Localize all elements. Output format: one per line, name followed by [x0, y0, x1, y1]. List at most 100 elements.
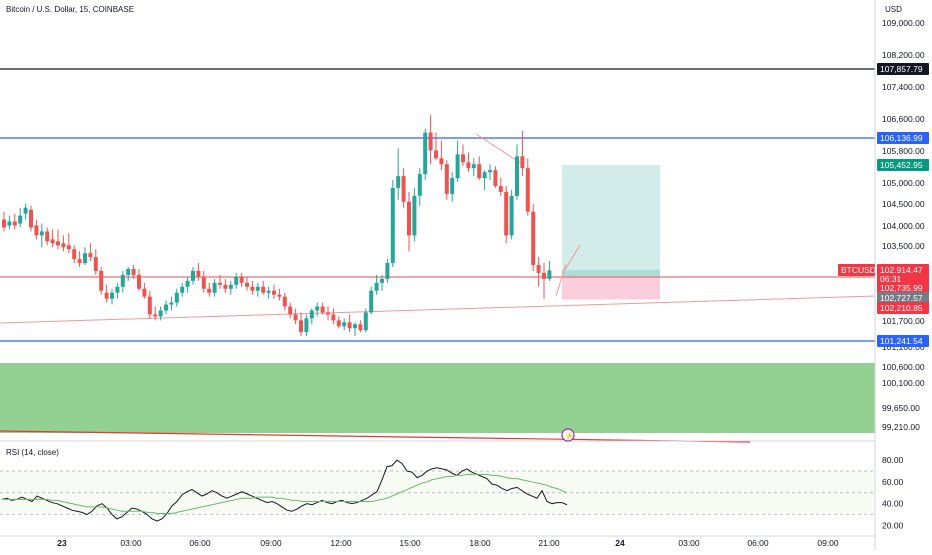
- candle-body: [277, 294, 282, 297]
- price-tick-label: 100,100.00: [882, 378, 925, 388]
- zones: [0, 165, 875, 433]
- candle-body: [531, 211, 536, 266]
- candle-body: [288, 306, 293, 315]
- candle-body: [326, 312, 330, 315]
- candle-body: [174, 292, 179, 303]
- candle-body: [261, 286, 266, 293]
- horizontal-lines[interactable]: [0, 68, 876, 443]
- rsi-label: RSI (14, close): [6, 448, 59, 457]
- descending-trendline: [0, 430, 751, 443]
- candle-body: [12, 221, 17, 226]
- candle-body: [29, 209, 33, 228]
- candle-body: [488, 170, 492, 173]
- candle-body: [525, 168, 530, 212]
- price-tick-label: 103,500.00: [882, 241, 925, 251]
- candle-body: [493, 170, 498, 186]
- candle-body: [83, 253, 87, 264]
- candle-body: [369, 290, 374, 313]
- candle-body: [320, 306, 325, 313]
- candle-body: [39, 231, 44, 236]
- candle-body: [50, 239, 55, 244]
- candle-body: [169, 302, 174, 305]
- time-tick-label: 09:00: [260, 538, 282, 548]
- candle-body: [110, 292, 114, 299]
- candle-body: [207, 288, 212, 293]
- candle-body: [358, 324, 363, 331]
- entry-badge: 102,735.99: [880, 283, 923, 293]
- candle-body: [196, 270, 201, 277]
- price-tick-label: 107,400.00: [882, 82, 925, 92]
- candle-body: [466, 162, 471, 169]
- candle-body: [212, 282, 217, 293]
- candle-body: [412, 195, 417, 236]
- candle-body: [66, 245, 71, 250]
- candle-body: [239, 276, 244, 283]
- time-tick-label: 09:00: [817, 538, 839, 548]
- candle-body: [542, 272, 546, 279]
- candle-body: [23, 207, 28, 214]
- candle-body: [498, 185, 503, 192]
- price-badges: 107,857.79 106,136.99 105,452.95 BTCUSD 102,…: [561, 63, 929, 442]
- price-tick-label: 101,700.00: [882, 316, 925, 326]
- candle-body: [282, 296, 287, 307]
- candle-body: [115, 286, 120, 293]
- candle-body: [126, 268, 131, 275]
- candle-body: [293, 314, 298, 321]
- local-trendline: [475, 133, 523, 165]
- candle-body: [434, 150, 438, 159]
- candle-body: [353, 324, 357, 329]
- rsi-ma-line: [2, 473, 568, 514]
- candle-body: [153, 314, 158, 317]
- candle-body: [255, 286, 260, 291]
- candle-body: [299, 320, 303, 333]
- time-tick-label: 06:00: [747, 538, 769, 548]
- candle-body: [93, 257, 98, 271]
- price-tick-label: 104,500.00: [882, 199, 925, 209]
- candle-body: [547, 270, 552, 279]
- candle-body: [61, 243, 66, 248]
- candle-body: [477, 164, 482, 179]
- candle-body: [461, 154, 465, 163]
- candle-body: [191, 270, 195, 281]
- candle-body: [250, 286, 255, 291]
- upper-line-badge-bg: [877, 132, 929, 144]
- alert-icon: [561, 428, 575, 442]
- candle-body: [185, 280, 190, 287]
- time-tick-label: 24: [615, 538, 625, 548]
- candles: [2, 114, 552, 337]
- candle-body: [401, 176, 406, 202]
- candle-body: [234, 276, 239, 285]
- candle-body: [450, 178, 455, 194]
- candle-body: [2, 219, 6, 228]
- candle-body: [536, 265, 541, 273]
- candle-body: [7, 221, 12, 226]
- candle-body: [147, 296, 152, 315]
- candle-body: [380, 278, 384, 283]
- symbol-badge-bg: [838, 264, 875, 276]
- price-tick-label: 105,000.00: [882, 178, 925, 188]
- projection-line-2: [555, 263, 567, 297]
- candle-body: [471, 164, 476, 169]
- candle-body: [137, 274, 141, 289]
- candle-body: [245, 282, 249, 287]
- black-line-badge: 107,857.79: [880, 64, 923, 74]
- time-tick-label: 18:00: [469, 538, 491, 548]
- candle-body: [309, 310, 314, 319]
- candle-body: [266, 290, 271, 293]
- price-tick-label: 108,200.00: [882, 50, 925, 60]
- candle-body: [72, 249, 77, 260]
- candle-body: [77, 259, 82, 264]
- candle-body: [315, 306, 320, 311]
- candle-body: [504, 191, 509, 236]
- upper-line-badge: 106,136.99: [880, 133, 923, 143]
- price-tick-label: 106,600.00: [882, 114, 925, 124]
- candle-body: [104, 292, 109, 299]
- price-tick-label: 105,800.00: [882, 146, 925, 156]
- candle-body: [331, 314, 336, 321]
- candle-body: [88, 253, 93, 258]
- projection-line: [564, 244, 581, 271]
- black-line-badge-bg: [877, 63, 929, 75]
- candle-body: [120, 274, 125, 287]
